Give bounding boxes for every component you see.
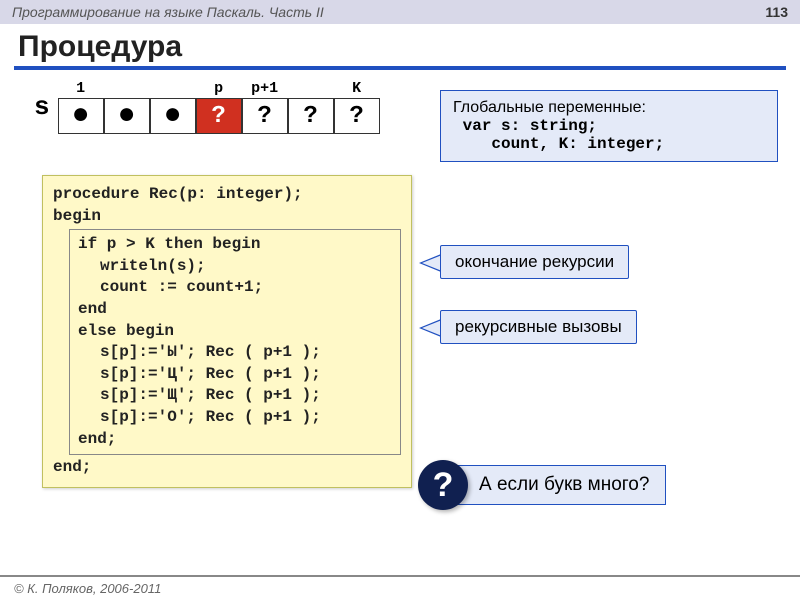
code-l2: begin: [53, 206, 401, 228]
cell-wrap: ?: [288, 80, 334, 134]
globals-box: Глобальные переменные: var s: string; co…: [440, 90, 778, 162]
page-number: 113: [765, 4, 788, 20]
callout-1: окончание рекурсии: [440, 245, 629, 279]
question-text: А если букв много?: [448, 465, 666, 505]
question-mark-icon: ?: [418, 460, 468, 510]
header-left: Программирование на языке Паскаль. Часть…: [12, 4, 324, 20]
callout2-tail: [422, 320, 442, 336]
callout1-tail: [422, 255, 442, 271]
array-label: s: [34, 92, 50, 122]
cell-index: p+1: [251, 80, 278, 98]
code-l12: end;: [78, 429, 392, 451]
code-l8: s[p]:='Ы'; Rec ( p+1 );: [100, 342, 392, 364]
code-l10: s[p]:='Щ'; Rec ( p+1 );: [100, 385, 392, 407]
code-l1: procedure Rec(p: integer);: [53, 184, 401, 206]
array-cell: ●: [150, 98, 196, 134]
cell-wrap: p?: [196, 80, 242, 134]
array-cell: ?: [196, 98, 242, 134]
cell-index: K: [352, 80, 361, 98]
footer: © К. Поляков, 2006-2011: [0, 575, 800, 600]
cell-wrap: ●: [150, 80, 196, 134]
code-block: procedure Rec(p: integer); begin if p > …: [42, 175, 412, 488]
code-l4: writeln(s);: [100, 256, 392, 278]
array-cell: ?: [334, 98, 380, 134]
array-cell: ●: [58, 98, 104, 134]
cell-wrap: K?: [334, 80, 380, 134]
cell-index: 1: [76, 80, 85, 98]
cell-wrap: ●: [104, 80, 150, 134]
callout-2: рекурсивные вызовы: [440, 310, 637, 344]
cell-index: p: [214, 80, 223, 98]
code-l7: else begin: [78, 321, 392, 343]
array-cell: ?: [242, 98, 288, 134]
cell-wrap: 1●: [58, 80, 104, 134]
title-underline: [14, 66, 786, 70]
question-bubble: ? А если букв много?: [418, 460, 666, 510]
code-l11: s[p]:='О'; Rec ( p+1 );: [100, 407, 392, 429]
page-title: Процедура: [0, 24, 800, 64]
code-l6: end: [78, 299, 392, 321]
array-cell: ?: [288, 98, 334, 134]
array-cell: ●: [104, 98, 150, 134]
header-bar: Программирование на языке Паскаль. Часть…: [0, 0, 800, 24]
inner-box-1: if p > K then begin writeln(s); count :=…: [69, 229, 401, 455]
globals-title: Глобальные переменные:: [453, 99, 765, 117]
globals-line1: var s: string;: [453, 117, 765, 135]
code-l3: if p > K then begin: [78, 234, 392, 256]
code-l9: s[p]:='Ц'; Rec ( p+1 );: [100, 364, 392, 386]
code-l5: count := count+1;: [100, 277, 392, 299]
cell-wrap: p+1?: [242, 80, 288, 134]
globals-line2: count, K: integer;: [453, 135, 765, 153]
code-l13: end;: [53, 457, 401, 479]
